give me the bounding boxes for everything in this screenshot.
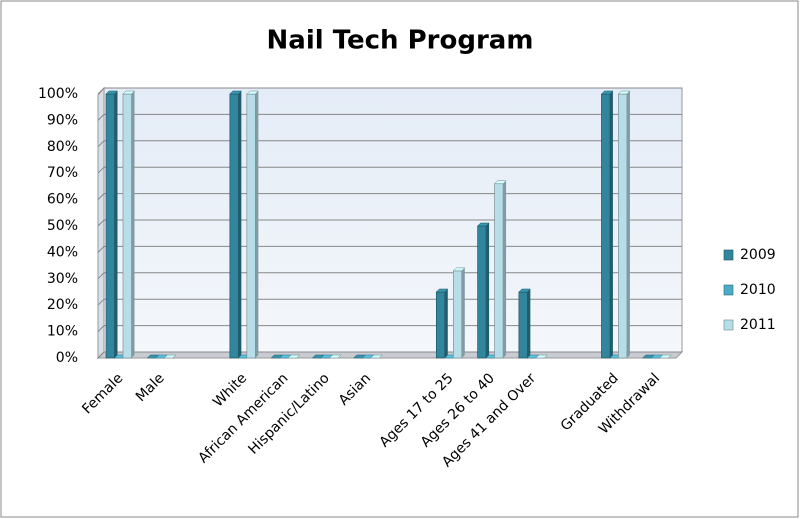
bar [105, 90, 119, 359]
y-tick-label: 50% [47, 218, 78, 234]
y-tick-label: 70% [47, 165, 78, 181]
bar-side [255, 91, 259, 358]
bar-top [659, 354, 672, 359]
bar-side [444, 289, 448, 358]
bar-side [609, 91, 613, 358]
bar [122, 90, 136, 359]
y-tick-label: 90% [47, 112, 78, 128]
grid-line [97, 298, 682, 306]
y-tick-label: 80% [47, 139, 78, 155]
legend-swatch [723, 284, 734, 296]
legend-swatch [723, 319, 734, 331]
bar-top [287, 354, 301, 359]
bar [435, 288, 449, 359]
bar-front [477, 225, 487, 359]
bar [229, 90, 242, 359]
grid-line [97, 140, 682, 148]
bar-side [238, 91, 242, 358]
grid-line [97, 193, 682, 200]
legend-swatch [723, 249, 734, 261]
legend-label: 2010 [740, 282, 776, 298]
bar-top [435, 288, 449, 293]
bar [163, 354, 177, 359]
legend-label: 2011 [740, 317, 776, 333]
grid-line [97, 87, 682, 95]
grid-line [97, 219, 682, 227]
bar-side [503, 180, 507, 358]
bar [617, 90, 631, 359]
bar [287, 354, 301, 359]
bar-top [328, 354, 342, 359]
y-tick-label: 100% [38, 86, 78, 102]
grid-line [97, 351, 682, 359]
bar-top [229, 90, 242, 95]
bar [328, 354, 342, 359]
bar-top [163, 354, 177, 359]
bar-top [535, 354, 548, 359]
bar-side [461, 267, 465, 358]
bar [535, 354, 548, 359]
y-tick-label: 40% [47, 244, 78, 260]
grid-line [97, 113, 682, 121]
bar-front [435, 291, 446, 359]
y-tick-label: 0% [56, 350, 78, 366]
bar-front [122, 93, 132, 359]
bar [600, 90, 614, 359]
bar-top [122, 90, 136, 95]
bar-top [493, 180, 507, 185]
bar-top [452, 267, 466, 272]
bar-side [114, 91, 118, 358]
legend-label: 2009 [740, 247, 776, 263]
bar [493, 180, 507, 359]
bar-front [229, 93, 239, 359]
bar-front [452, 270, 463, 359]
bar-side [527, 289, 531, 358]
y-tick-label: 60% [47, 192, 78, 208]
bar-side [626, 91, 630, 358]
bar [518, 288, 531, 359]
bar-front [618, 93, 628, 359]
grid-line [97, 245, 682, 253]
bar-side [131, 91, 135, 358]
bar-front [601, 93, 611, 359]
bar-top [246, 90, 259, 95]
bar [476, 222, 490, 359]
y-tick-label: 10% [47, 324, 78, 340]
grid-line [97, 166, 682, 174]
chart-title: Nail Tech Program [267, 26, 534, 56]
bar [370, 354, 383, 359]
y-tick-label: 30% [47, 271, 78, 287]
bar-top [600, 90, 614, 95]
bar [659, 354, 672, 359]
bar-top [105, 90, 119, 95]
bar-side [486, 223, 490, 358]
floor [96, 351, 684, 359]
bar-front [246, 93, 256, 359]
bar-front [518, 291, 528, 359]
y-tick-label: 20% [47, 297, 78, 313]
bar-front [494, 183, 504, 359]
bar-front [105, 93, 115, 359]
bar-top [476, 222, 490, 227]
bar [246, 90, 259, 359]
grid-line [97, 325, 682, 332]
bar-top [617, 90, 631, 95]
bar-top [518, 288, 531, 293]
grid-line [97, 272, 682, 280]
bar-top [370, 354, 383, 359]
bar [452, 267, 466, 359]
